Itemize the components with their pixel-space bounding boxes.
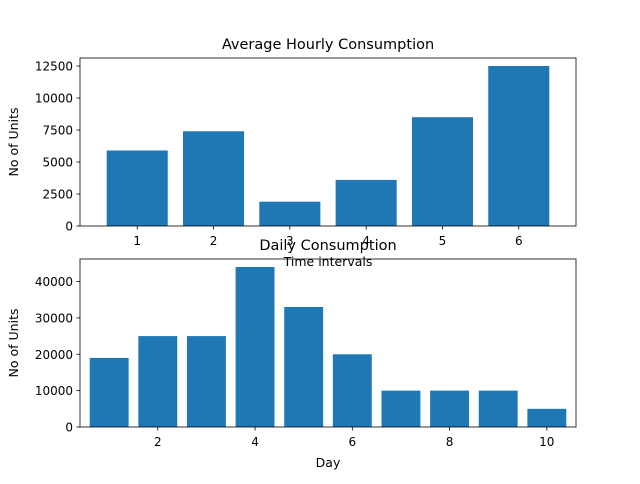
y-axis-label: No of Units: [6, 108, 21, 177]
bar-3: [259, 201, 321, 226]
x-axis-label: Time intervals: [283, 254, 373, 269]
x-tick-label: 3: [286, 234, 294, 248]
x-tick-label: 10: [539, 435, 554, 449]
x-tick-label: 5: [439, 234, 447, 248]
bar-1: [106, 150, 168, 226]
y-tick-label: 5000: [42, 156, 73, 170]
bar-1: [89, 357, 129, 427]
x-tick-label: 6: [515, 234, 523, 248]
y-tick-label: 30000: [35, 311, 73, 325]
x-tick-label: 1: [133, 234, 141, 248]
y-tick-label: 10000: [35, 384, 73, 398]
bar-5: [284, 307, 324, 427]
bar-9: [478, 390, 518, 427]
x-tick-label: 4: [362, 234, 370, 248]
chart-1: 1 2 3 4 5 6 0 2500 5000 7500 10000 12500 Time interv…: [6, 37, 577, 269]
y-tick-label: 7500: [42, 124, 73, 138]
y-tick-label: 20000: [35, 348, 73, 362]
y-tick-label: 0: [65, 220, 73, 234]
bar-4: [235, 267, 275, 427]
bar-2: [183, 131, 245, 226]
y-tick-label: 2500: [42, 188, 73, 202]
bar-7: [381, 390, 421, 427]
chart-title: Daily Consumption: [259, 238, 396, 254]
bar-2: [138, 336, 178, 427]
x-tick-label: 8: [446, 435, 454, 449]
bar-6: [332, 354, 372, 427]
plot-frame: [79, 57, 577, 227]
x-tick-label: 6: [348, 435, 356, 449]
bar-5: [411, 117, 473, 226]
x-tick-label: 4: [251, 435, 259, 449]
y-tick-label: 10000: [35, 92, 73, 106]
bar-3: [186, 336, 226, 427]
x-tick-label: 2: [210, 234, 218, 248]
y-axis-label: No of Units: [6, 309, 21, 378]
chart-title: Average Hourly Consumption: [222, 37, 434, 53]
x-tick-label: 2: [154, 435, 162, 449]
y-tick-label: 12500: [35, 60, 73, 74]
bar-10: [527, 408, 567, 427]
x-axis-label: Day: [316, 455, 341, 470]
y-tick-label: 40000: [35, 275, 73, 289]
bar-8: [430, 390, 470, 427]
bar-4: [335, 179, 397, 226]
bar-6: [488, 66, 550, 226]
plot-frame: [79, 258, 577, 428]
y-tick-label: 0: [65, 421, 73, 435]
chart-2: 2 4 6 8 10 0 10000 20000 30000 40000 Day No of Unit…: [6, 238, 577, 470]
